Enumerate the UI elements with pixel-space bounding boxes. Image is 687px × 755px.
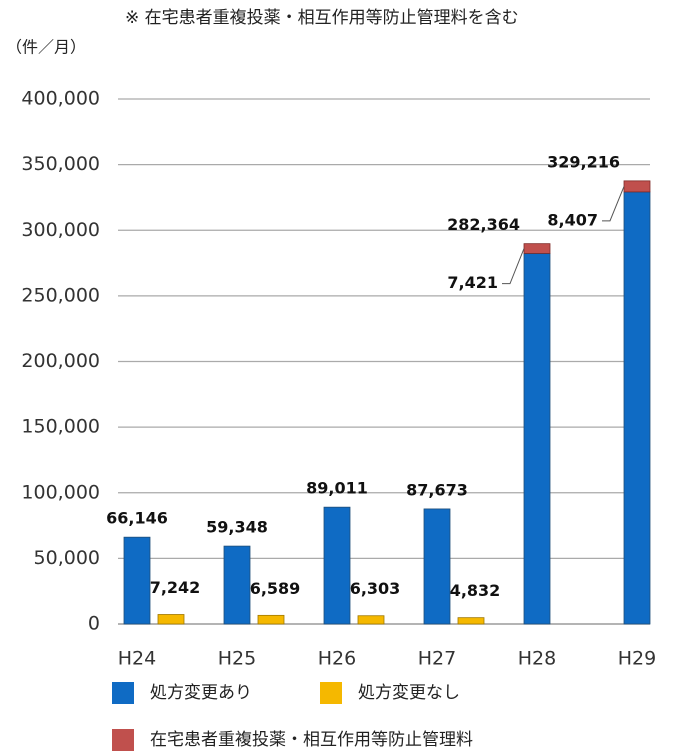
x-tick-label: H26 — [318, 648, 356, 670]
bar — [257, 614, 285, 625]
legend-label: 処方変更なし — [358, 683, 460, 703]
legend-swatch — [320, 682, 342, 704]
y-tick-label: 150,000 — [21, 416, 100, 438]
bar-segment — [623, 180, 651, 193]
x-tick-label: H29 — [618, 648, 656, 670]
bar — [357, 615, 385, 625]
x-tick-label: H28 — [518, 648, 556, 670]
legend-label: 処方変更あり — [150, 683, 252, 703]
value-label: 8,407 — [547, 210, 598, 229]
legend-swatch — [112, 729, 134, 751]
y-tick-label: 250,000 — [21, 284, 100, 306]
y-axis-label: （件／月） — [6, 38, 86, 57]
value-label: 6,589 — [250, 579, 301, 598]
value-label: 7,421 — [447, 273, 498, 292]
value-label: 329,216 — [547, 152, 620, 171]
value-label: 6,303 — [350, 579, 401, 598]
bar — [623, 191, 651, 625]
x-tick-label: H25 — [218, 648, 256, 670]
y-tick-label: 0 — [88, 613, 100, 635]
y-tick-label: 50,000 — [34, 547, 100, 569]
leader-line — [602, 186, 625, 222]
bar — [223, 545, 251, 625]
bar — [457, 617, 485, 625]
value-label: 282,364 — [447, 215, 520, 234]
y-tick-label: 350,000 — [21, 153, 100, 175]
value-label: 59,348 — [206, 518, 268, 537]
bar — [123, 536, 151, 625]
bar — [157, 614, 185, 625]
x-tick-label: H27 — [418, 648, 456, 670]
chart-subtitle: ※ 在宅患者重複投薬・相互作用等防止管理料を含む — [125, 8, 519, 28]
bar — [323, 506, 351, 625]
legend-swatch — [112, 682, 134, 704]
y-tick-label: 200,000 — [21, 350, 100, 372]
value-label: 4,832 — [450, 581, 501, 600]
value-label: 66,146 — [106, 509, 168, 528]
value-label: 7,242 — [150, 578, 201, 597]
x-tick-label: H24 — [118, 648, 156, 670]
leader-line — [502, 248, 525, 285]
y-tick-label: 300,000 — [21, 219, 100, 241]
y-tick-label: 100,000 — [21, 481, 100, 503]
bar — [523, 252, 551, 625]
bar — [423, 508, 451, 625]
y-tick-label: 400,000 — [21, 88, 100, 110]
value-label: 89,011 — [306, 479, 368, 498]
value-label: 87,673 — [406, 480, 468, 499]
legend-label: 在宅患者重複投薬・相互作用等防止管理料 — [150, 730, 473, 750]
bar-segment — [523, 243, 551, 254]
